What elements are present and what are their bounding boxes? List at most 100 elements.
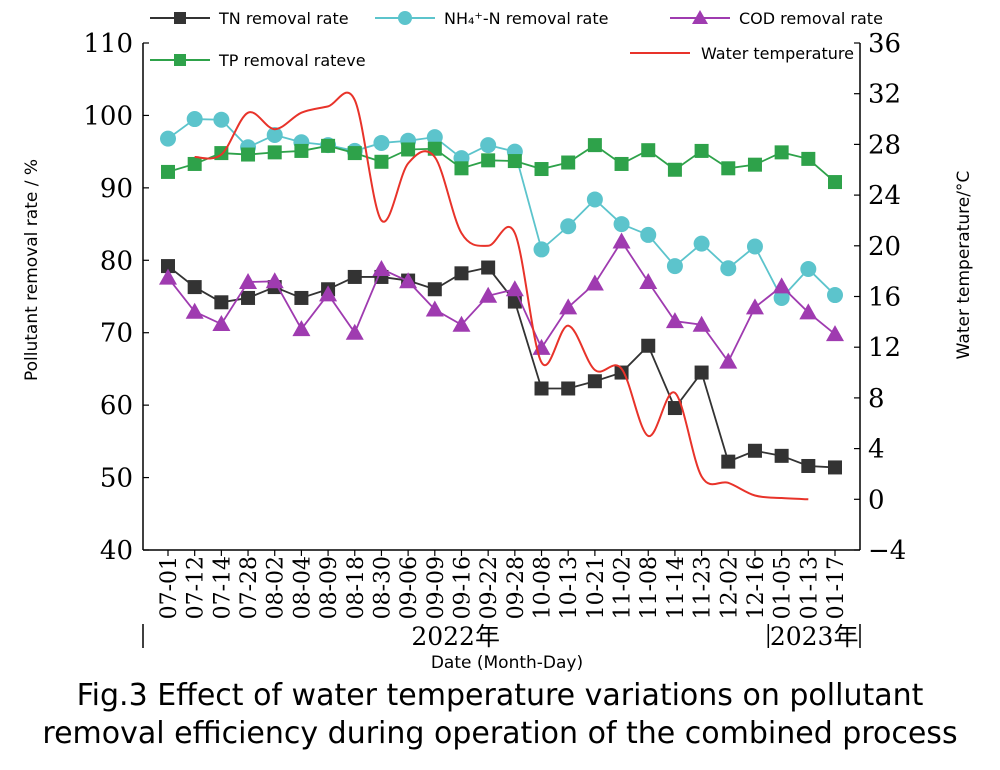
data-point <box>640 226 657 243</box>
x-tick-label: 08-18 <box>344 556 369 619</box>
x-tick-label: 07-14 <box>210 556 235 619</box>
data-point <box>667 162 682 177</box>
series-tn-removal-rate <box>161 259 842 475</box>
data-point <box>772 277 791 294</box>
data-point <box>641 143 656 158</box>
legend-label: Water temperature <box>701 44 854 63</box>
data-point <box>374 154 389 169</box>
data-point <box>747 443 762 458</box>
data-point <box>507 154 522 169</box>
data-point <box>161 259 175 274</box>
legend-label: COD removal rate <box>739 9 883 28</box>
legend-item-tp-removal-rateve: TP removal rateve <box>150 51 366 70</box>
figure-caption-line-1: Fig.3 Effect of water temperature variat… <box>76 678 924 713</box>
data-point <box>294 290 309 305</box>
chart: 40 50 60 70 80 90 100 110 −4 0 4 8 12 16 20 24 28 32 36 07-… <box>22 9 974 673</box>
data-point <box>586 191 603 208</box>
data-point <box>639 273 658 290</box>
x-tick-label: 10-08 <box>531 556 556 619</box>
data-point <box>187 280 202 295</box>
data-point <box>452 315 471 332</box>
x-tick-label: 09-06 <box>397 556 422 619</box>
data-point <box>614 156 629 171</box>
data-point <box>747 157 762 172</box>
y2-tick-label: 16 <box>868 283 901 313</box>
data-point <box>561 155 576 170</box>
data-point <box>505 280 524 297</box>
data-point <box>828 460 842 475</box>
data-point <box>745 298 764 315</box>
data-point <box>587 374 602 389</box>
data-point <box>694 365 709 380</box>
data-point <box>345 323 364 340</box>
y-tick-label: 70 <box>100 319 133 349</box>
legend-label: TP removal rateve <box>218 51 366 70</box>
x-tick-label: 10-21 <box>584 556 609 619</box>
legend-item-cod-removal-rate: COD removal rate <box>670 9 883 28</box>
data-point <box>534 381 549 396</box>
x-tick-label: 11-08 <box>637 556 662 619</box>
data-point <box>534 162 549 177</box>
legend-marker <box>174 12 186 24</box>
series-layer <box>159 91 844 501</box>
data-point <box>399 272 418 289</box>
y-tick-label: 100 <box>83 101 133 131</box>
x-tick-label: 08-04 <box>290 556 315 619</box>
data-point <box>212 315 231 332</box>
data-point <box>721 454 736 469</box>
data-point <box>720 260 737 277</box>
data-point <box>427 282 442 297</box>
y2-tick-label: 4 <box>868 435 885 465</box>
legend-item-nh-n-removal-rate: NH₄⁺-N removal rate <box>375 9 608 28</box>
data-point <box>746 238 763 255</box>
data-point <box>321 138 336 153</box>
year-group-label: 2023年 <box>770 622 859 651</box>
legend-marker <box>174 54 186 66</box>
legend: TN removal rate NH₄⁺-N removal rate COD re… <box>150 9 883 70</box>
data-point <box>425 300 444 317</box>
series-nh-n-removal-rate <box>160 111 843 306</box>
y2-tick-label: 12 <box>868 333 901 363</box>
data-point <box>185 302 204 319</box>
x-tick-label: 01-13 <box>797 556 822 619</box>
x-tick-label: 07-28 <box>237 556 262 619</box>
series-tp-removal-rateve <box>161 138 842 190</box>
data-point <box>266 126 283 143</box>
y2-tick-label: 0 <box>868 485 885 515</box>
data-point <box>774 448 789 463</box>
year-group-label: 2022年 <box>411 622 500 651</box>
data-point <box>692 315 711 332</box>
x-tick-label: 07-01 <box>157 556 182 619</box>
data-point <box>719 352 738 369</box>
data-point <box>721 161 736 176</box>
data-point <box>479 286 498 303</box>
y2-axis-label: Water temperature/°C <box>954 171 974 360</box>
data-point <box>533 241 550 258</box>
x-tick-label: 12-02 <box>717 556 742 619</box>
data-point <box>799 303 818 320</box>
figure-caption-line-2: removal efficiency during operation of t… <box>42 716 958 751</box>
data-point <box>774 145 789 160</box>
x-tick-label: 07-12 <box>184 556 209 619</box>
x-tick-label: 08-30 <box>370 556 395 619</box>
legend-label: NH₄⁺-N removal rate <box>444 9 608 28</box>
data-point <box>801 151 816 166</box>
data-point <box>480 137 497 154</box>
data-point <box>213 111 230 128</box>
x-tick-label: 09-09 <box>424 556 449 619</box>
x-tick-label: 11-14 <box>664 556 689 619</box>
x-axis-label: Date (Month-Day) <box>431 653 583 673</box>
legend-item-water-temperature: Water temperature <box>630 44 854 63</box>
data-point <box>372 259 391 276</box>
x-tick-label: 08-02 <box>264 556 289 619</box>
data-point <box>560 218 577 235</box>
data-point <box>292 320 311 337</box>
data-point <box>265 272 284 289</box>
legend-label: TN removal rate <box>218 9 349 28</box>
data-point <box>666 258 683 275</box>
data-point <box>214 295 229 310</box>
data-point <box>800 260 817 277</box>
x-tick-label: 11-02 <box>611 556 636 619</box>
data-point <box>186 111 203 128</box>
legend-marker <box>692 10 708 24</box>
